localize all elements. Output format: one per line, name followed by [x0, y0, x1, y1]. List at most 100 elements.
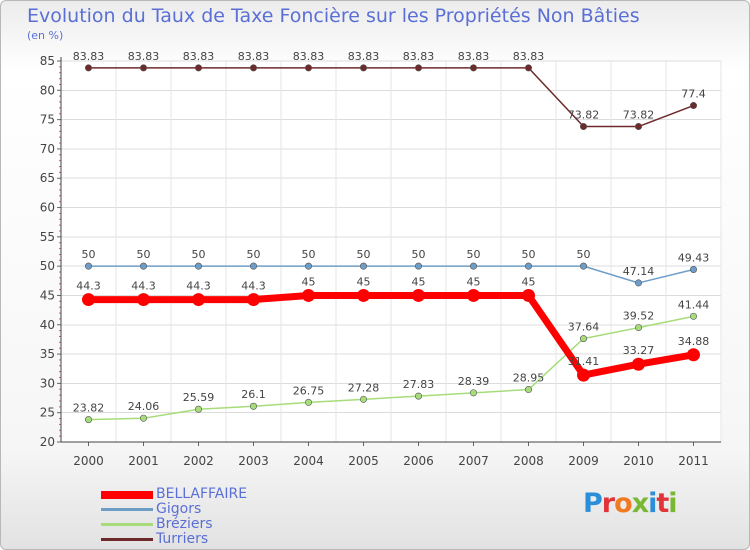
data-point-br-ziers	[689, 312, 697, 320]
data-label-turriers: 83.83	[128, 50, 160, 63]
y-tick-label: 80	[40, 83, 55, 97]
data-label-gigors: 50	[412, 248, 426, 261]
data-point-gigors	[359, 262, 367, 270]
data-label-turriers: 83.83	[238, 50, 270, 63]
y-tick-label: 30	[40, 376, 55, 390]
data-label-gigors: 49.43	[678, 251, 710, 264]
data-point-gigors	[140, 262, 148, 270]
data-point-bellaffaire	[192, 293, 205, 307]
data-label-turriers: 73.82	[623, 109, 655, 122]
y-tick-label: 85	[40, 54, 55, 68]
data-point-bellaffaire	[687, 348, 700, 362]
data-label-turriers: 77.4	[681, 88, 706, 101]
data-label-bellaffaire: 45	[302, 275, 316, 288]
data-point-gigors	[469, 262, 477, 270]
data-point-bellaffaire	[302, 288, 315, 302]
data-point-turriers	[579, 123, 587, 131]
x-tick-label: 2011	[678, 454, 709, 468]
data-label-br-ziers: 25.59	[183, 391, 215, 404]
series-line-turriers	[87, 67, 695, 128]
data-label-bellaffaire: 45	[522, 275, 536, 288]
data-label-gigors: 50	[522, 248, 536, 261]
data-label-bellaffaire: 31.41	[568, 355, 600, 368]
x-tick-label: 2002	[183, 454, 214, 468]
legend-swatch	[101, 491, 153, 499]
data-label-gigors: 50	[192, 248, 206, 261]
data-label-bellaffaire: 44.3	[186, 280, 211, 293]
y-tick-label: 75	[40, 113, 55, 127]
x-tick-label: 2008	[513, 454, 544, 468]
legend-swatch	[101, 523, 153, 526]
legend-item-br-ziers: Bréziers	[101, 516, 361, 532]
series-line-bellaffaire	[85, 291, 697, 379]
unit-label: (en %)	[27, 29, 64, 42]
legend-swatch	[101, 538, 153, 541]
x-tick-label: 2009	[568, 454, 599, 468]
legend-swatch	[101, 508, 153, 511]
data-label-gigors: 50	[467, 248, 481, 261]
data-label-bellaffaire: 44.3	[241, 280, 266, 293]
y-tick-label: 40	[40, 318, 55, 332]
data-label-turriers: 83.83	[293, 50, 325, 63]
data-label-bellaffaire: 34.88	[678, 335, 710, 348]
data-point-br-ziers	[140, 414, 148, 422]
y-tick-label: 45	[40, 288, 55, 302]
data-point-br-ziers	[304, 398, 312, 406]
data-label-bellaffaire: 45	[467, 275, 481, 288]
data-label-br-ziers: 28.95	[513, 372, 545, 385]
data-point-turriers	[85, 64, 93, 72]
data-label-br-ziers: 26.1	[241, 388, 266, 401]
data-point-gigors	[195, 262, 203, 270]
data-point-turriers	[250, 64, 258, 72]
data-point-gigors	[689, 265, 697, 273]
data-point-gigors	[524, 262, 532, 270]
data-label-turriers: 83.83	[513, 50, 545, 63]
data-point-turriers	[469, 64, 477, 72]
data-point-turriers	[140, 64, 148, 72]
y-tick-label: 55	[40, 230, 55, 244]
data-point-turriers	[304, 64, 312, 72]
data-label-bellaffaire: 45	[357, 275, 371, 288]
data-label-turriers: 83.83	[348, 50, 380, 63]
data-label-br-ziers: 23.82	[73, 402, 105, 415]
x-tick-label: 2003	[238, 454, 269, 468]
data-point-gigors	[85, 262, 93, 270]
x-tick-label: 2004	[293, 454, 324, 468]
x-tick-label: 2005	[348, 454, 379, 468]
legend-label: Bréziers	[156, 516, 213, 532]
x-tick-label: 2010	[623, 454, 654, 468]
data-point-gigors	[414, 262, 422, 270]
data-label-br-ziers: 27.83	[403, 378, 435, 391]
data-point-br-ziers	[250, 402, 258, 410]
legend: BELLAFFAIRE Gigors Bréziers Turriers	[101, 486, 361, 547]
data-point-gigors	[304, 262, 312, 270]
data-point-br-ziers	[359, 395, 367, 403]
data-point-br-ziers	[469, 389, 477, 397]
data-point-gigors	[579, 262, 587, 270]
data-label-gigors: 50	[357, 248, 371, 261]
data-point-bellaffaire	[357, 288, 370, 302]
data-point-bellaffaire	[577, 368, 590, 382]
data-label-bellaffaire: 33.27	[623, 344, 655, 357]
data-point-bellaffaire	[412, 288, 425, 302]
data-label-br-ziers: 26.75	[293, 384, 325, 397]
legend-label: BELLAFFAIRE	[156, 486, 248, 502]
data-point-br-ziers	[85, 416, 93, 424]
data-label-gigors: 47.14	[623, 265, 655, 278]
data-label-bellaffaire: 44.3	[131, 280, 156, 293]
legend-item-bellaffaire: BELLAFFAIRE	[101, 486, 361, 502]
data-point-turriers	[414, 64, 422, 72]
data-point-turriers	[524, 64, 532, 72]
x-tick-label: 2000	[73, 454, 104, 468]
data-point-bellaffaire	[247, 293, 260, 307]
data-point-turriers	[195, 64, 203, 72]
data-point-br-ziers	[414, 392, 422, 400]
data-label-bellaffaire: 45	[412, 275, 426, 288]
data-point-turriers	[634, 123, 642, 131]
data-point-br-ziers	[634, 324, 642, 332]
data-point-br-ziers	[195, 405, 203, 413]
data-label-bellaffaire: 44.3	[76, 280, 101, 293]
data-label-br-ziers: 24.06	[128, 400, 160, 413]
data-point-gigors	[250, 262, 258, 270]
